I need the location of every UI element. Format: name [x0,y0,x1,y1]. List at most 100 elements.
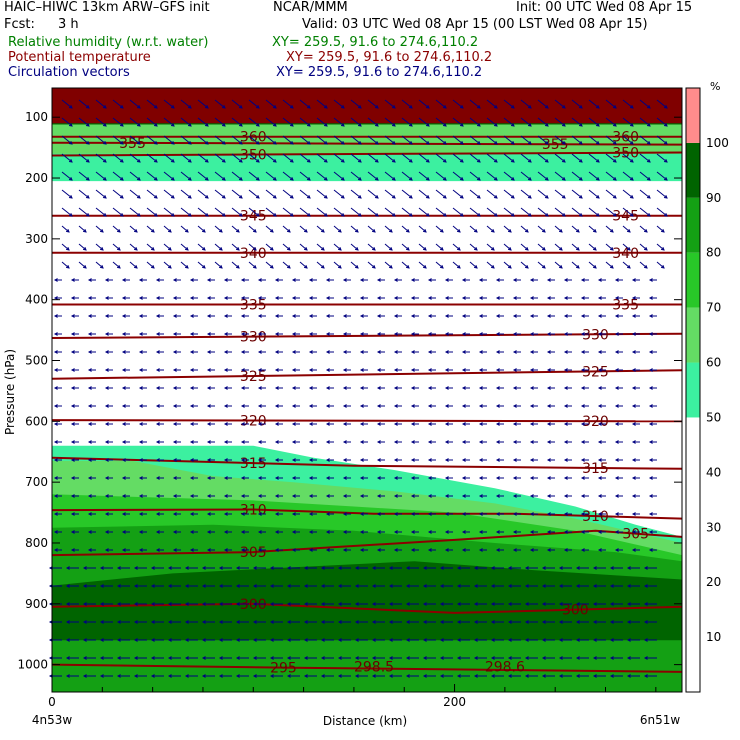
wind-vector-head [648,530,653,534]
wind-vector [452,207,464,217]
wind-vector-head [257,530,262,534]
wind-vector-head [170,141,175,145]
wind-vector-head [99,656,104,660]
wind-vector-head [155,278,160,282]
wind-vector-head [291,278,296,282]
wind-vector-head [357,105,362,109]
wind-vector-head [291,530,296,534]
wind-vector-head [167,656,172,660]
wind-vector-head [308,332,313,336]
wind-vector [163,225,172,233]
wind-vector-head [70,332,75,336]
wind-vector-head [422,566,427,570]
wind-vector-head [136,177,141,181]
wind-vector [605,225,614,233]
wind-vector-head [138,332,143,336]
wind-vector-head [374,141,379,145]
wind-vector-head [444,386,449,390]
wind-vector-head [121,548,126,552]
theta-label-310: 310 [240,503,267,519]
wind-vector-head [337,247,342,251]
wind-vector-head [308,350,313,354]
wind-vector [367,153,379,163]
wind-vector-head [320,265,325,269]
wind-vector-head [393,530,398,534]
theta-label-325: 325 [582,364,609,380]
wind-vector [622,135,634,145]
wind-vector [350,117,362,127]
wind-vector-head [65,620,70,624]
wind-vector [520,171,532,181]
wind-vector-head [507,265,512,269]
wind-vector [435,171,447,181]
wind-vector-head [274,314,279,318]
wind-vector-head [104,278,109,282]
wind-vector [265,135,277,145]
wind-vector-head [410,278,415,282]
wind-vector [231,153,243,163]
wind-vector-head [104,350,109,354]
wind-vector-head [476,213,481,217]
wind-vector-head [631,350,636,354]
wind-vector [333,153,345,163]
wind-vector [656,243,665,251]
theta-contour-310 [51,508,683,520]
wind-vector-head [444,512,449,516]
wind-vector [486,207,498,217]
wind-vector-head [476,195,481,199]
wind-vector-head [104,314,109,318]
wind-vector-head [70,530,75,534]
wind-vector [639,99,651,109]
wind-vector-head [172,314,177,318]
wind-vector [622,99,634,109]
wind-vector [588,261,597,269]
wind-vector [469,99,481,109]
wind-vector-head [150,674,155,678]
x-axis-label: Distance (km) [323,714,407,728]
wind-vector-head [119,105,124,109]
wind-vector [554,135,566,145]
wind-vector [231,189,243,199]
wind-vector-head [393,332,398,336]
wind-vector-head [495,422,500,426]
wind-vector-head [303,229,308,233]
wind-vector-head [629,141,634,145]
wind-vector [61,117,73,127]
wind-vector [554,261,563,269]
wind-vector-head [544,159,549,163]
wind-vector-head [510,195,515,199]
wind-vector-head [291,368,296,372]
wind-vector-head [53,278,58,282]
wind-vector-head [354,620,359,624]
wind-vector [265,243,274,251]
wind-vector-head [495,350,500,354]
wind-vector-head [206,314,211,318]
wind-vector-head [206,440,211,444]
wind-vector-head [495,332,500,336]
wind-vector-head [595,195,600,199]
wind-vector [537,117,549,127]
wind-vector-head [274,404,279,408]
wind-vector-head [580,530,585,534]
wind-vector-head [104,530,109,534]
wind-vector-head [87,278,92,282]
wind-vector-head [612,195,617,199]
wind-vector-head [478,530,483,534]
wind-vector-head [575,638,580,642]
wind-vector-head [342,458,347,462]
wind-vector-head [629,105,634,109]
wind-vector-head [121,368,126,372]
wind-vector-head [121,296,126,300]
wind-vector [299,171,311,181]
wind-vector-head [306,159,311,163]
wind-vector [418,261,427,269]
wind-vector [180,189,192,199]
wind-vector [401,171,413,181]
wind-vector-head [240,440,245,444]
wind-vector [435,243,444,251]
wind-vector-head [136,159,141,163]
wind-vector-head [172,296,177,300]
wind-vector-head [663,105,668,109]
wind-vector [554,243,563,251]
wind-vector-head [206,530,211,534]
